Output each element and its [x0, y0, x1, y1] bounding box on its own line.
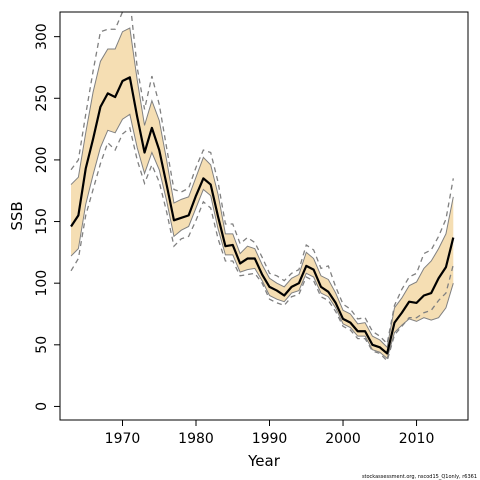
x-tick-label: 2000 [325, 431, 361, 447]
x-tick-label: 1980 [178, 431, 214, 447]
y-tick-label: 250 [34, 85, 50, 112]
y-tick-label: 100 [34, 270, 50, 297]
footer-credit: stockassessment.org, nscod15_Q1only, r63… [362, 474, 477, 480]
plot-frame [59, 11, 469, 421]
y-tick-label: 150 [34, 208, 50, 235]
y-tick-label: 0 [34, 402, 50, 411]
y-axis: 0 50 100 150 200 250 300 [34, 23, 60, 411]
band-lower-line [70, 113, 454, 360]
plot-area [70, 12, 455, 363]
band-upper-line [70, 27, 454, 349]
y-tick-label: 200 [34, 147, 50, 174]
x-tick-label: 1970 [105, 431, 141, 447]
x-axis: 1970 1980 1990 2000 2010 [105, 420, 435, 447]
upper-dashed-line [70, 12, 454, 345]
y-tick-label: 300 [34, 23, 50, 50]
x-axis-title: Year [247, 452, 281, 470]
ssb-estimate-line [70, 76, 455, 355]
x-tick-label: 1990 [252, 431, 288, 447]
y-axis-title: SSB [8, 201, 26, 230]
x-tick-label: 2010 [399, 431, 435, 447]
y-tick-label: 50 [34, 336, 50, 354]
lower-dashed-line [70, 126, 454, 363]
confidence-band [71, 28, 454, 359]
